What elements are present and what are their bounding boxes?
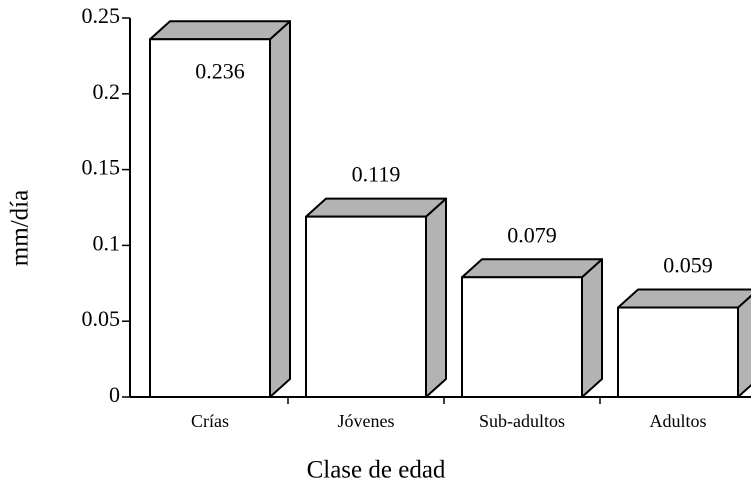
y-tick-label: 0.2	[93, 79, 121, 104]
bar	[617, 288, 751, 398]
value-label: 0.119	[352, 162, 401, 187]
y-tick-label: 0.1	[93, 230, 121, 255]
x-tick-label: Adultos	[649, 411, 706, 431]
bar	[305, 197, 447, 398]
bar-side	[425, 197, 447, 398]
bar-top	[305, 197, 447, 218]
x-tick-label: Jóvenes	[338, 411, 395, 431]
value-label: 0.059	[663, 253, 713, 278]
bar-front	[617, 306, 739, 398]
y-tick-label: 0.25	[82, 3, 121, 28]
x-tick-label: Crías	[191, 411, 229, 431]
bar-front	[461, 276, 583, 398]
bar-top	[461, 258, 603, 279]
bar-side	[581, 258, 603, 398]
y-tick-label: 0.15	[82, 155, 121, 180]
bar	[461, 258, 603, 398]
y-tick-label: 0	[109, 382, 120, 407]
value-label: 0.236	[195, 58, 245, 83]
bar-front	[305, 215, 427, 398]
y-tick-label: 0.05	[82, 306, 121, 331]
bar-top	[149, 20, 291, 41]
x-tick-label: Sub-adultos	[479, 411, 565, 431]
bar-front	[149, 38, 271, 398]
x-axis-title: Clase de edad	[307, 457, 446, 484]
bar-side	[269, 20, 291, 398]
value-label: 0.079	[507, 222, 557, 247]
y-axis-title: mm/día	[7, 190, 34, 266]
bar-top	[617, 288, 751, 309]
